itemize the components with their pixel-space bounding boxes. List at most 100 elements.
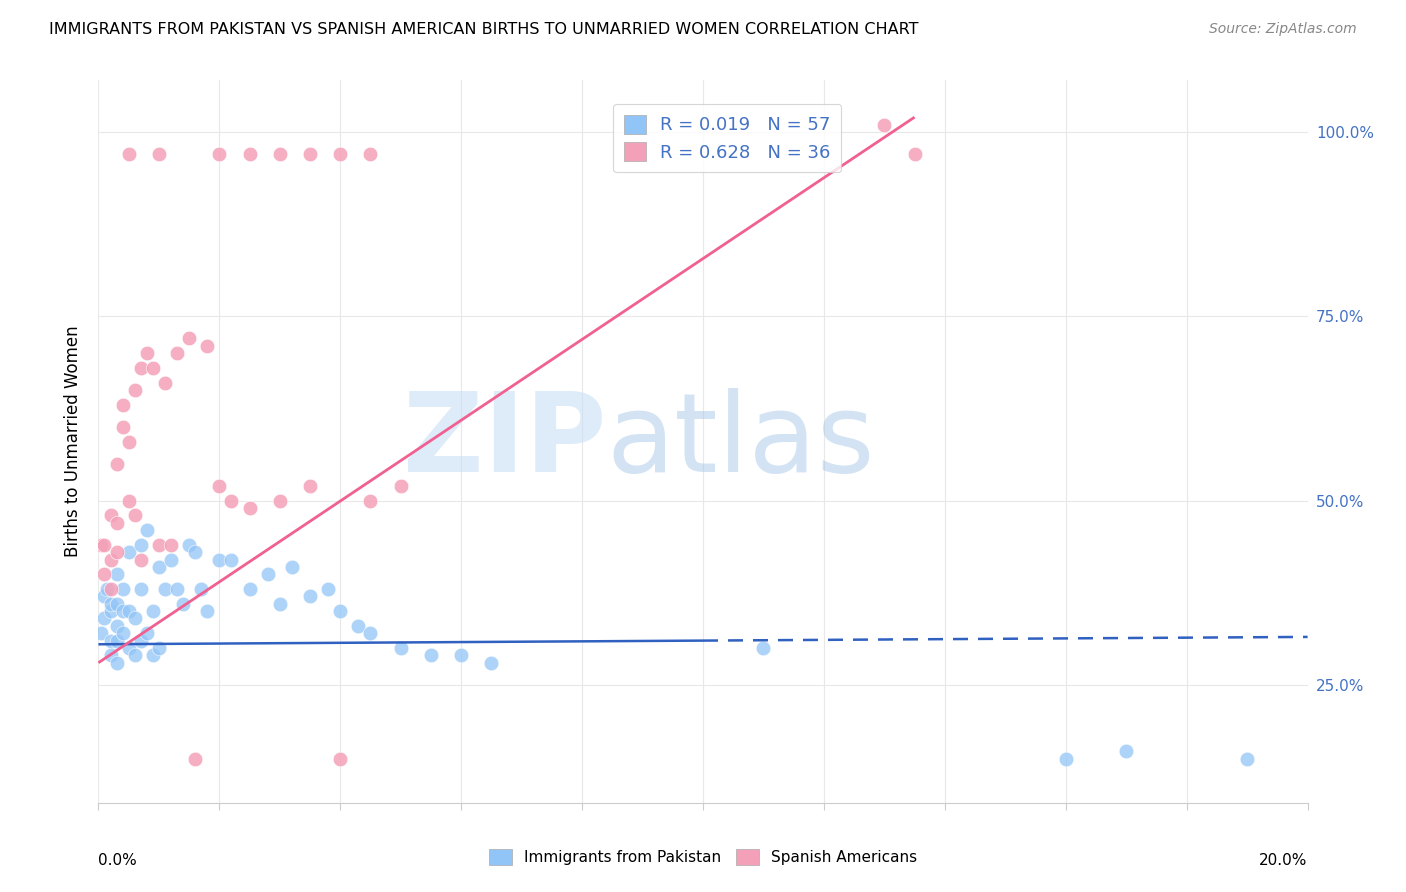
Point <box>111 626 134 640</box>
Point <box>111 604 134 618</box>
Point <box>221 493 243 508</box>
Point <box>142 648 165 663</box>
Point <box>100 604 122 618</box>
Point <box>100 508 122 523</box>
Text: IMMIGRANTS FROM PAKISTAN VS SPANISH AMERICAN BIRTHS TO UNMARRIED WOMEN CORRELATI: IMMIGRANTS FROM PAKISTAN VS SPANISH AMER… <box>49 22 918 37</box>
Point <box>166 346 188 360</box>
Point <box>208 147 231 161</box>
Point <box>360 147 382 161</box>
Point <box>269 493 291 508</box>
Point <box>118 147 141 161</box>
Point <box>239 500 262 515</box>
Point <box>111 398 134 412</box>
Point <box>179 331 201 345</box>
Point <box>389 479 412 493</box>
Point <box>172 597 194 611</box>
Point <box>329 751 352 765</box>
Legend: Immigrants from Pakistan, Spanish Americans: Immigrants from Pakistan, Spanish Americ… <box>482 843 924 871</box>
Point <box>299 147 322 161</box>
Point <box>93 590 115 604</box>
Point <box>105 656 128 670</box>
Point <box>904 147 927 161</box>
Point <box>124 611 146 625</box>
Point <box>481 656 503 670</box>
Point <box>142 604 165 618</box>
Point <box>118 434 141 449</box>
Text: ZIP: ZIP <box>404 388 606 495</box>
Point <box>129 582 152 596</box>
Point <box>1115 744 1137 758</box>
Point <box>221 552 243 566</box>
Point <box>105 633 128 648</box>
Point <box>256 567 278 582</box>
Point <box>299 479 322 493</box>
Point <box>90 538 112 552</box>
Text: atlas: atlas <box>606 388 875 495</box>
Point <box>105 457 128 471</box>
Point <box>111 582 134 596</box>
Point <box>129 538 152 552</box>
Point <box>208 552 231 566</box>
Point <box>195 339 218 353</box>
Point <box>105 545 128 559</box>
Point <box>148 560 170 574</box>
Point <box>100 552 122 566</box>
Point <box>153 376 176 390</box>
Point <box>124 383 146 397</box>
Point <box>135 626 157 640</box>
Point <box>752 640 775 655</box>
Point <box>100 633 122 648</box>
Point <box>118 604 141 618</box>
Point <box>239 582 262 596</box>
Point <box>160 552 183 566</box>
Point <box>873 118 896 132</box>
Point <box>148 640 170 655</box>
Point <box>118 493 141 508</box>
Point <box>195 604 218 618</box>
Point <box>420 648 443 663</box>
Point <box>329 147 352 161</box>
Point <box>190 582 212 596</box>
Point <box>281 560 304 574</box>
Point <box>93 538 115 552</box>
Legend: R = 0.019   N = 57, R = 0.628   N = 36: R = 0.019 N = 57, R = 0.628 N = 36 <box>613 103 841 172</box>
Point <box>129 360 152 375</box>
Point <box>184 545 207 559</box>
Point <box>1054 751 1077 765</box>
Point <box>129 633 152 648</box>
Point <box>360 626 382 640</box>
Point <box>153 582 176 596</box>
Text: 20.0%: 20.0% <box>1260 854 1308 869</box>
Point <box>124 648 146 663</box>
Point <box>179 538 201 552</box>
Point <box>90 626 112 640</box>
Point <box>1236 751 1258 765</box>
Point <box>105 516 128 530</box>
Point <box>184 751 207 765</box>
Point <box>160 538 183 552</box>
Point <box>93 611 115 625</box>
Text: Source: ZipAtlas.com: Source: ZipAtlas.com <box>1209 22 1357 37</box>
Point <box>96 582 118 596</box>
Point <box>450 648 472 663</box>
Point <box>239 147 262 161</box>
Point <box>347 619 370 633</box>
Point <box>111 419 134 434</box>
Point <box>316 582 339 596</box>
Point <box>329 604 352 618</box>
Point <box>269 147 291 161</box>
Point <box>100 648 122 663</box>
Point <box>135 523 157 537</box>
Point <box>93 567 115 582</box>
Point <box>129 552 152 566</box>
Point <box>118 640 141 655</box>
Point <box>269 597 291 611</box>
Point <box>105 567 128 582</box>
Point <box>208 479 231 493</box>
Point <box>142 360 165 375</box>
Point <box>100 582 122 596</box>
Point <box>124 508 146 523</box>
Point <box>105 619 128 633</box>
Point <box>105 597 128 611</box>
Text: 0.0%: 0.0% <box>98 854 138 869</box>
